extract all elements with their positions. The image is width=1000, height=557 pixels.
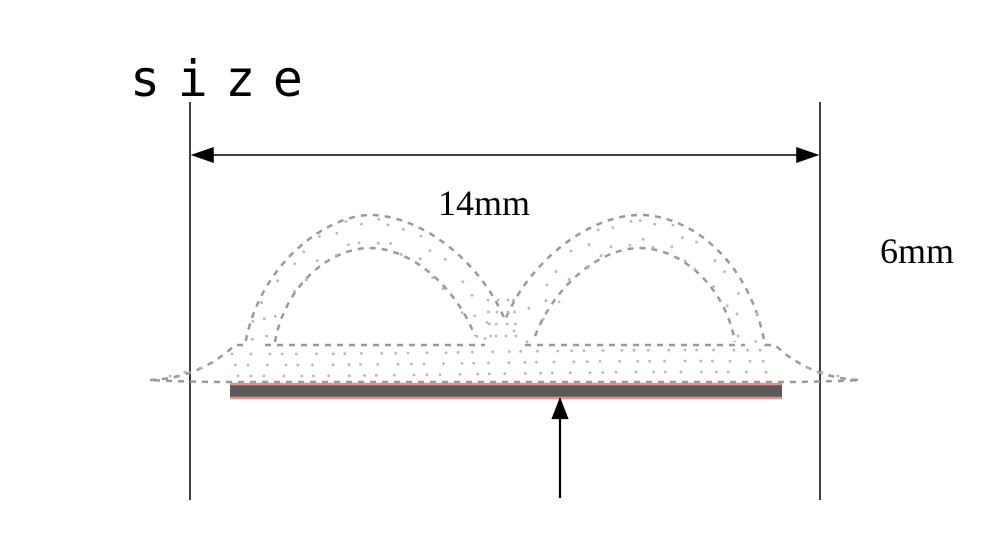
seal-profile-inner-right: [535, 248, 735, 342]
width-dimension-arrow: [193, 148, 817, 162]
bottom-pointer-arrow: [553, 400, 567, 498]
diagram-container: size 14mm 6mm: [0, 0, 1000, 557]
seal-profile-inner-left: [275, 248, 475, 342]
profile-stipple-dots: [169, 218, 840, 377]
seal-profile-outer: [150, 215, 860, 382]
adhesive-strip: [230, 384, 782, 398]
diagram-svg: [0, 0, 1000, 557]
